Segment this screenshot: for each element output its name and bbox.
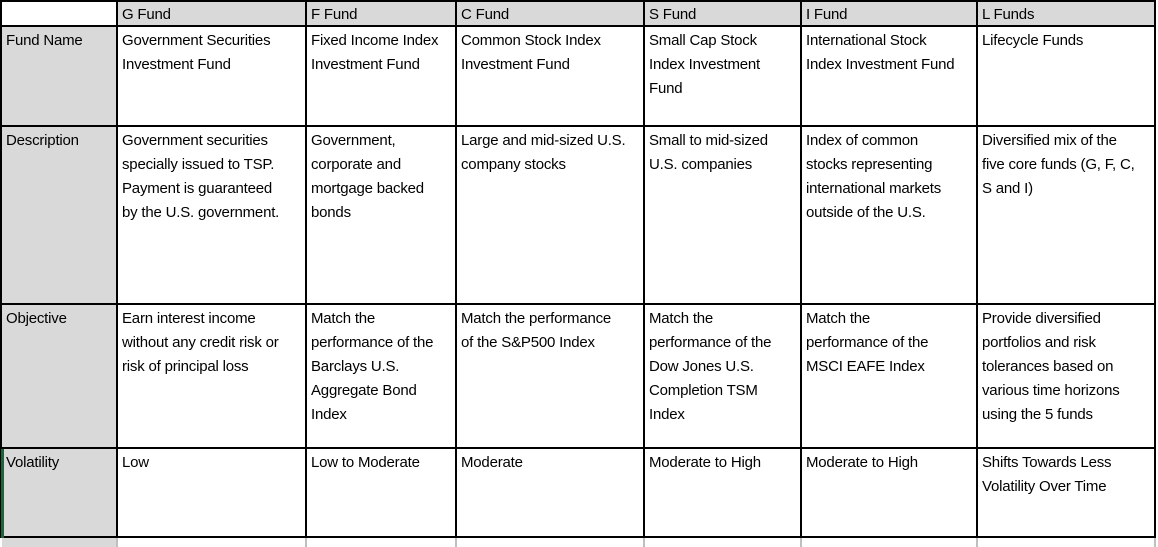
partial-next-row xyxy=(2,538,1156,547)
cell-fund-name-s-fund[interactable]: Small Cap Stock Index Investment Fund xyxy=(645,27,802,127)
cell-objective-l-funds[interactable]: Provide diversified portfolios and risk … xyxy=(978,305,1156,449)
column-header-l-funds[interactable]: L Funds xyxy=(978,2,1156,27)
partial-row-segment xyxy=(978,538,1156,547)
row-label-volatility[interactable]: Volatility xyxy=(2,449,118,538)
column-header-c-fund[interactable]: C Fund xyxy=(457,2,645,27)
cell-volatility-s-fund[interactable]: Moderate to High xyxy=(645,449,802,538)
green-left-edge xyxy=(1,449,4,538)
cell-description-s-fund[interactable]: Small to mid-sized U.S. companies xyxy=(645,127,802,305)
cell-volatility-g-fund[interactable]: Low xyxy=(118,449,307,538)
cell-fund-name-i-fund[interactable]: International Stock Index Investment Fun… xyxy=(802,27,978,127)
cell-volatility-i-fund[interactable]: Moderate to High xyxy=(802,449,978,538)
cell-volatility-l-funds[interactable]: Shifts Towards Less Volatility Over Time xyxy=(978,449,1156,538)
corner-cell[interactable] xyxy=(2,2,118,27)
column-header-g-fund[interactable]: G Fund xyxy=(118,2,307,27)
cell-objective-f-fund[interactable]: Match the performance of the Barclays U.… xyxy=(307,305,457,449)
row-label-description[interactable]: Description xyxy=(2,127,118,305)
cell-objective-c-fund[interactable]: Match the performance of the S&P500 Inde… xyxy=(457,305,645,449)
partial-row-segment xyxy=(2,538,118,547)
cell-description-l-funds[interactable]: Diversified mix of the five core funds (… xyxy=(978,127,1156,305)
cell-description-f-fund[interactable]: Government, corporate and mortgage backe… xyxy=(307,127,457,305)
partial-row-segment xyxy=(457,538,645,547)
row-label-fund-name[interactable]: Fund Name xyxy=(2,27,118,127)
column-header-s-fund[interactable]: S Fund xyxy=(645,2,802,27)
partial-row-segment xyxy=(118,538,307,547)
cell-fund-name-f-fund[interactable]: Fixed Income Index Investment Fund xyxy=(307,27,457,127)
cell-description-c-fund[interactable]: Large and mid-sized U.S. company stocks xyxy=(457,127,645,305)
cell-volatility-c-fund[interactable]: Moderate xyxy=(457,449,645,538)
cell-fund-name-g-fund[interactable]: Government Securities Investment Fund xyxy=(118,27,307,127)
partial-row-segment xyxy=(645,538,802,547)
partial-row-segment xyxy=(802,538,978,547)
column-header-f-fund[interactable]: F Fund xyxy=(307,2,457,27)
cell-objective-i-fund[interactable]: Match the performance of the MSCI EAFE I… xyxy=(802,305,978,449)
row-label-objective[interactable]: Objective xyxy=(2,305,118,449)
cell-volatility-f-fund[interactable]: Low to Moderate xyxy=(307,449,457,538)
partial-row-segment xyxy=(307,538,457,547)
column-header-i-fund[interactable]: I Fund xyxy=(802,2,978,27)
cell-fund-name-l-funds[interactable]: Lifecycle Funds xyxy=(978,27,1156,127)
cell-description-g-fund[interactable]: Government securities specially issued t… xyxy=(118,127,307,305)
cell-objective-s-fund[interactable]: Match the performance of the Dow Jones U… xyxy=(645,305,802,449)
cell-objective-g-fund[interactable]: Earn interest income without any credit … xyxy=(118,305,307,449)
cell-fund-name-c-fund[interactable]: Common Stock Index Investment Fund xyxy=(457,27,645,127)
cell-description-i-fund[interactable]: Index of common stocks representing inte… xyxy=(802,127,978,305)
